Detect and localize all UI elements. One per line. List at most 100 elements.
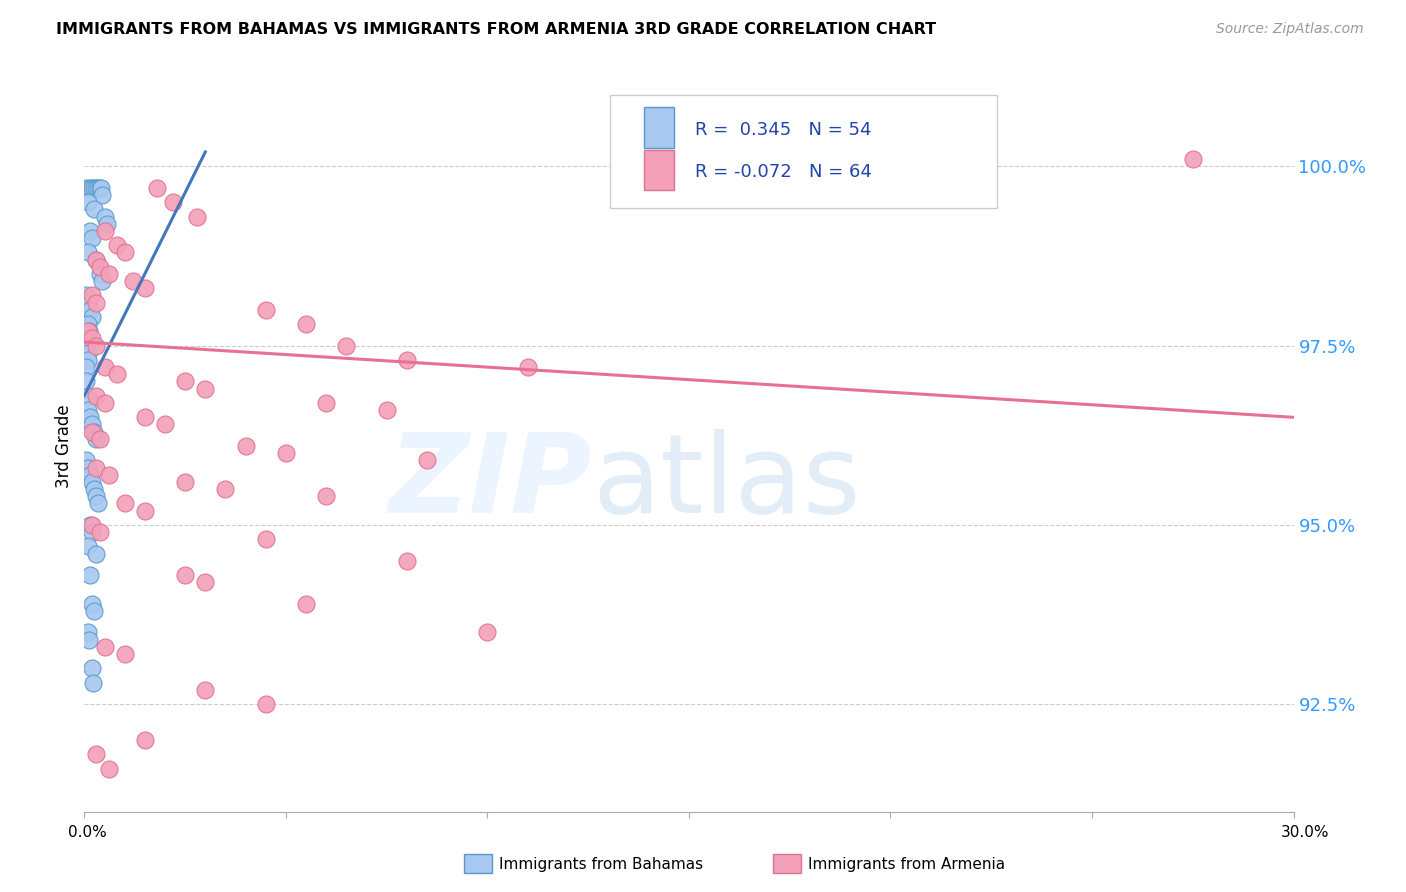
Point — [82, 425, 104, 439]
Point — [77, 324, 100, 338]
Point — [395, 353, 418, 368]
Point — [77, 324, 100, 338]
Point — [235, 439, 257, 453]
Point — [77, 403, 100, 417]
Point — [79, 517, 101, 532]
Point — [146, 181, 169, 195]
Point — [82, 675, 104, 690]
Point — [86, 460, 108, 475]
Point — [86, 747, 108, 762]
Point — [83, 181, 105, 195]
Point — [86, 432, 108, 446]
Point — [86, 389, 108, 403]
Point — [87, 496, 110, 510]
Point — [82, 288, 104, 302]
Point — [174, 568, 197, 582]
Point — [75, 375, 97, 389]
Text: 30.0%: 30.0% — [1281, 825, 1329, 839]
Point — [83, 482, 105, 496]
Point — [75, 453, 97, 467]
Point — [254, 697, 277, 711]
Point — [76, 625, 98, 640]
Point — [87, 181, 110, 195]
Point — [477, 625, 499, 640]
Y-axis label: 3rd Grade: 3rd Grade — [55, 404, 73, 488]
Point — [77, 295, 100, 310]
Point — [121, 274, 143, 288]
Point — [93, 224, 115, 238]
Point — [79, 181, 101, 195]
Point — [194, 575, 217, 590]
Point — [91, 274, 114, 288]
Point — [194, 382, 217, 396]
Point — [82, 417, 104, 432]
Point — [82, 231, 104, 245]
Point — [97, 762, 120, 776]
Point — [82, 181, 104, 195]
Point — [335, 338, 357, 352]
Point — [254, 533, 277, 547]
Point — [77, 540, 100, 554]
Point — [75, 288, 97, 302]
Point — [83, 202, 105, 217]
Point — [86, 295, 108, 310]
Point — [105, 238, 128, 252]
Point — [114, 647, 136, 661]
Point — [96, 217, 118, 231]
Point — [97, 467, 120, 482]
Point — [79, 467, 101, 482]
FancyBboxPatch shape — [644, 150, 675, 190]
Point — [77, 460, 100, 475]
Text: Source: ZipAtlas.com: Source: ZipAtlas.com — [1216, 22, 1364, 37]
Point — [79, 568, 101, 582]
Point — [194, 682, 217, 697]
Point — [134, 503, 156, 517]
Point — [105, 368, 128, 382]
Point — [254, 302, 277, 317]
Point — [86, 181, 108, 195]
Point — [89, 524, 111, 539]
FancyBboxPatch shape — [610, 95, 997, 209]
Point — [97, 267, 120, 281]
Point — [90, 181, 112, 195]
Point — [75, 181, 97, 195]
Point — [174, 475, 197, 489]
Point — [89, 260, 111, 274]
Point — [82, 331, 104, 345]
Point — [80, 661, 103, 675]
Point — [186, 210, 208, 224]
Point — [77, 353, 100, 368]
Point — [174, 375, 197, 389]
Point — [516, 360, 538, 375]
Point — [91, 188, 114, 202]
Point — [86, 252, 108, 267]
Point — [83, 425, 105, 439]
Point — [75, 360, 97, 375]
Point — [134, 281, 156, 295]
Point — [75, 338, 97, 352]
Point — [82, 475, 104, 489]
Point — [89, 432, 111, 446]
Text: R = -0.072   N = 64: R = -0.072 N = 64 — [695, 163, 872, 181]
Point — [315, 396, 337, 410]
FancyBboxPatch shape — [644, 107, 675, 147]
Text: ZIP: ZIP — [388, 429, 592, 536]
Text: atlas: atlas — [592, 429, 860, 536]
Point — [79, 224, 101, 238]
Point — [93, 640, 115, 654]
Point — [1181, 152, 1204, 166]
Point — [274, 446, 297, 460]
Point — [162, 195, 184, 210]
Point — [82, 597, 104, 611]
Point — [86, 547, 108, 561]
Point — [93, 396, 115, 410]
Point — [82, 524, 104, 539]
Point — [76, 317, 98, 331]
Point — [79, 410, 101, 425]
Point — [89, 181, 111, 195]
Point — [153, 417, 176, 432]
Text: Immigrants from Bahamas: Immigrants from Bahamas — [499, 857, 703, 871]
Point — [295, 317, 318, 331]
Point — [86, 489, 108, 503]
Text: IMMIGRANTS FROM BAHAMAS VS IMMIGRANTS FROM ARMENIA 3RD GRADE CORRELATION CHART: IMMIGRANTS FROM BAHAMAS VS IMMIGRANTS FR… — [56, 22, 936, 37]
